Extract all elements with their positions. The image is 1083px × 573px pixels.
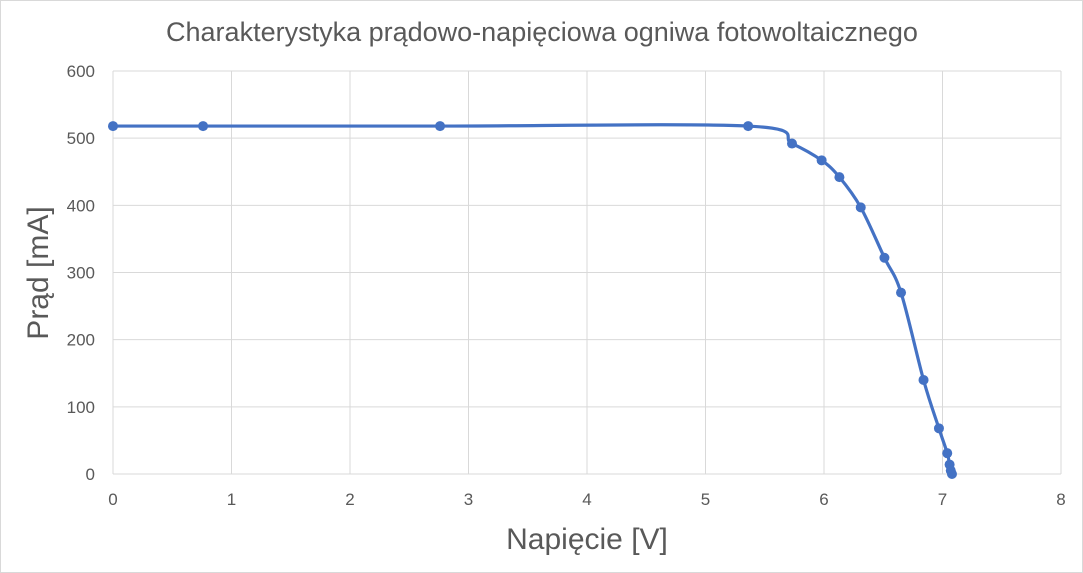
- x-tick-label: 1: [227, 490, 236, 509]
- y-tick-label: 300: [67, 264, 95, 283]
- x-tick-label: 0: [108, 490, 117, 509]
- data-point: [198, 121, 209, 132]
- x-tick-label: 4: [582, 490, 591, 509]
- data-point: [816, 155, 827, 166]
- data-point: [855, 202, 866, 213]
- data-point: [787, 138, 798, 149]
- series-line: [111, 123, 954, 476]
- data-point: [896, 287, 907, 298]
- x-axis-title: Napięcie [V]: [506, 523, 668, 556]
- y-axis-title: Prąd [mA]: [22, 206, 55, 339]
- gridlines: [112, 70, 1062, 475]
- data-point: [879, 252, 890, 263]
- series-layer: [108, 121, 957, 479]
- x-tick-label: 6: [819, 490, 828, 509]
- data-point: [942, 448, 953, 459]
- tick-labels: 0 100 200 300 400 500 600 0 1 2 3 4 5 6 7 8: [67, 62, 1066, 509]
- x-tick-label: 8: [1056, 490, 1065, 509]
- chart-title: Charakterystyka prądowo-napięciowa ogniw…: [166, 17, 918, 47]
- x-tick-label: 2: [345, 490, 354, 509]
- data-point: [834, 172, 845, 183]
- y-tick-label: 600: [67, 62, 95, 81]
- data-point: [435, 121, 446, 132]
- data-point: [918, 374, 929, 385]
- data-point: [933, 423, 944, 434]
- y-tick-label: 400: [67, 196, 95, 215]
- data-point: [108, 121, 118, 132]
- y-tick-label: 500: [67, 129, 95, 148]
- y-tick-label: 100: [67, 398, 95, 417]
- x-tick-label: 5: [701, 490, 710, 509]
- x-tick-label: 3: [464, 490, 473, 509]
- data-point: [743, 121, 754, 132]
- data-point: [946, 469, 957, 479]
- x-tick-label: 7: [938, 490, 947, 509]
- y-tick-label: 0: [86, 465, 95, 484]
- y-tick-label: 200: [67, 331, 95, 350]
